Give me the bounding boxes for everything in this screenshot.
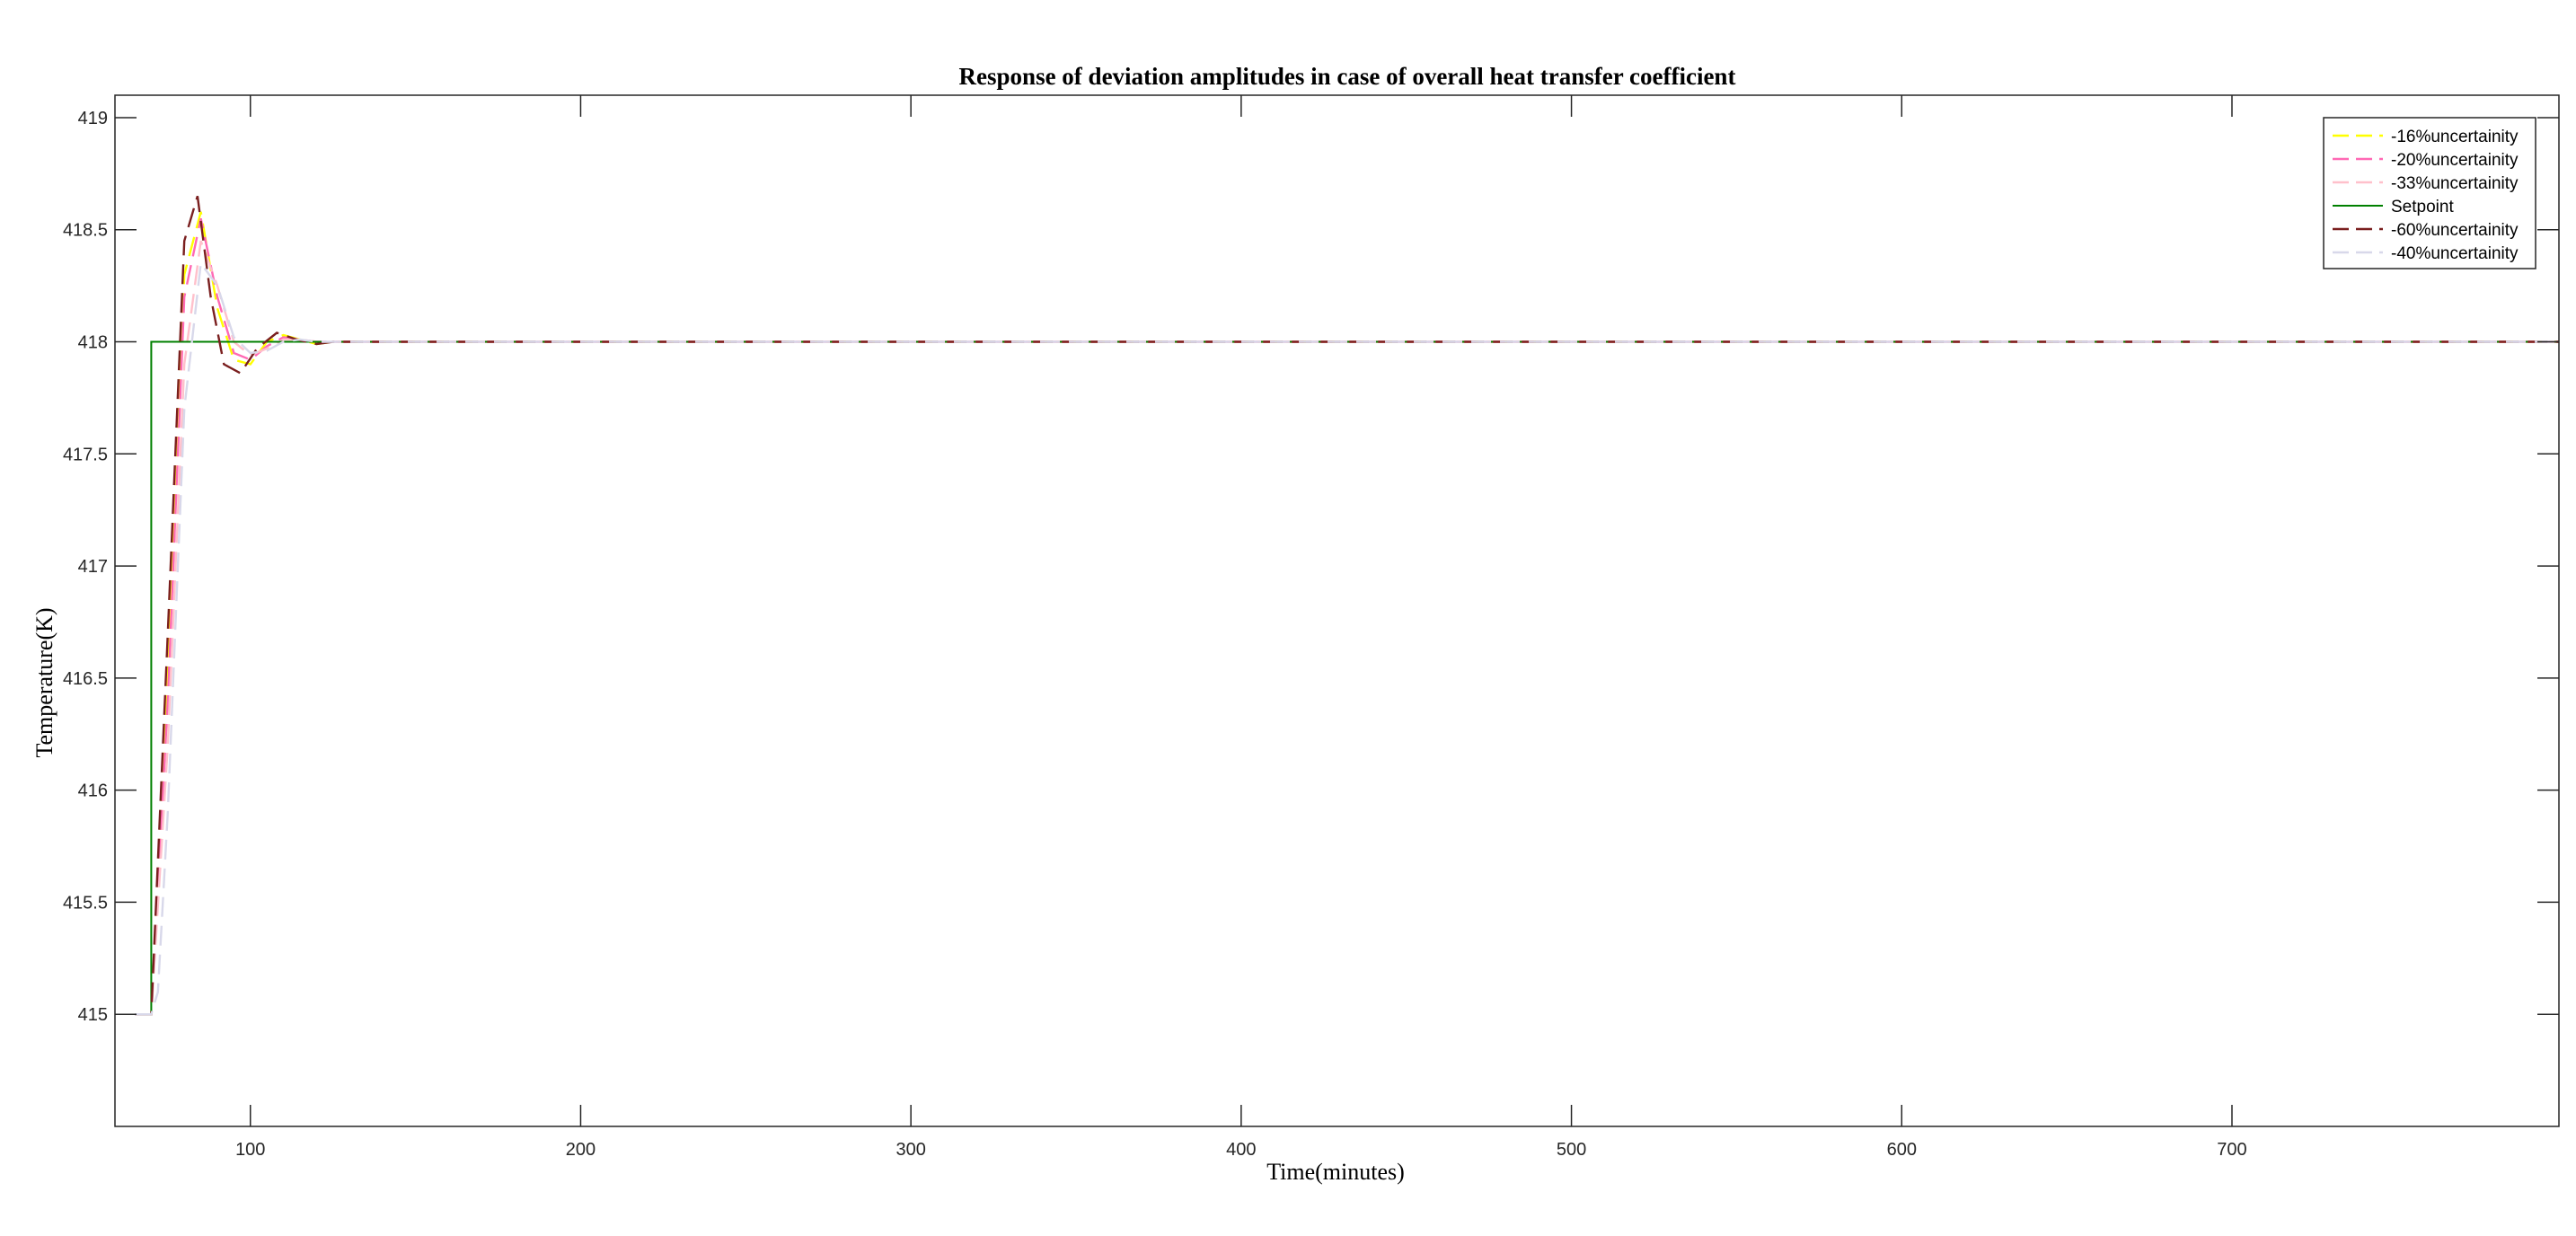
x-tick-label: 700 — [2217, 1140, 2246, 1160]
legend: -16%uncertainity -20%uncertainity -33%unce… — [2323, 117, 2536, 269]
y-tick-label: 418.5 — [63, 221, 108, 241]
x-tick-label: 400 — [1226, 1140, 1256, 1160]
legend-box — [2323, 117, 2536, 269]
x-tick-label: 100 — [235, 1140, 265, 1160]
legend-entry: -16%uncertainity — [2391, 128, 2519, 146]
y-axis-label: Temperature(K) — [31, 607, 57, 757]
legend-entry: -40%uncertainity — [2391, 244, 2519, 263]
axes-box — [114, 94, 2560, 1127]
y-tick-label: 417 — [78, 557, 108, 577]
x-tick-label: 500 — [1557, 1140, 1586, 1160]
y-tick-label: 416 — [78, 781, 108, 801]
y-tick-label: 417.5 — [63, 445, 108, 464]
chart-title: Response of deviation amplitudes in case… — [959, 63, 1736, 90]
y-tick-label: 415.5 — [63, 893, 108, 913]
y-tick-label: 419 — [78, 109, 108, 128]
x-tick-label: 300 — [895, 1140, 925, 1160]
x-tick-label: 600 — [1887, 1140, 1917, 1160]
legend-entry: Setpoint — [2391, 198, 2454, 216]
series-line-5 — [135, 195, 2559, 1016]
y-tick-label: 416.5 — [63, 669, 108, 689]
y-tick-label: 415 — [78, 1005, 108, 1025]
legend-entry: -60%uncertainity — [2391, 221, 2519, 240]
legend-entry: -33%uncertainity — [2391, 174, 2519, 193]
y-tick-label: 418 — [78, 333, 108, 353]
legend-entry: -20%uncertainity — [2391, 151, 2519, 170]
plot-area — [135, 195, 2559, 1016]
x-tick-label: 200 — [566, 1140, 595, 1160]
x-axis-label: Time(minutes) — [1266, 1159, 1405, 1185]
series-line-6 — [135, 260, 2559, 1016]
axes: 100 200 300 400 500 600 700 415 415.5 416 416.5 417… — [63, 94, 2560, 1160]
